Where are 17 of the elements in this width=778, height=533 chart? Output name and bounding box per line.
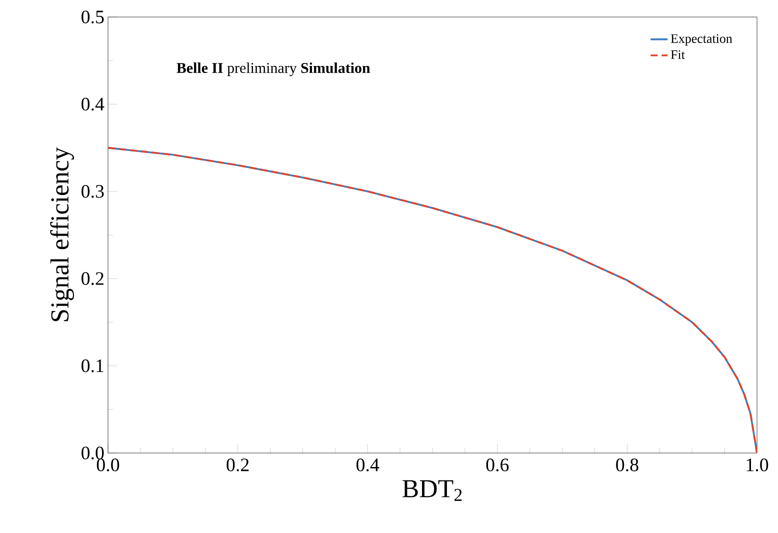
y-tick-label: 0.2 [82, 272, 104, 286]
x-tick-label: 0.4 [356, 458, 380, 472]
y-tick-label: 0.4 [82, 98, 104, 111]
y-tick-label: 0.1 [82, 359, 104, 372]
x-tick-label: 0.2 [226, 458, 249, 472]
x-tick-label: 0.0 [96, 458, 120, 472]
annotation: Belle II preliminary Simulation [176, 62, 370, 76]
x-tick-label: 0.8 [616, 458, 638, 472]
x-tick-label: 0.6 [486, 458, 509, 472]
y-tick-label: 0.0 [82, 446, 104, 460]
legend-label: Expectation [670, 34, 732, 46]
y-tick-label: 0.3 [82, 184, 104, 198]
x-axis-title: BDT$_{2}$ [402, 480, 462, 501]
y-axis-title: Signal efficiency [50, 147, 74, 322]
x-tick-label: 1.0 [746, 458, 768, 472]
legend-label: Fit [670, 50, 685, 60]
y-tick-label: 0.5 [82, 10, 104, 24]
